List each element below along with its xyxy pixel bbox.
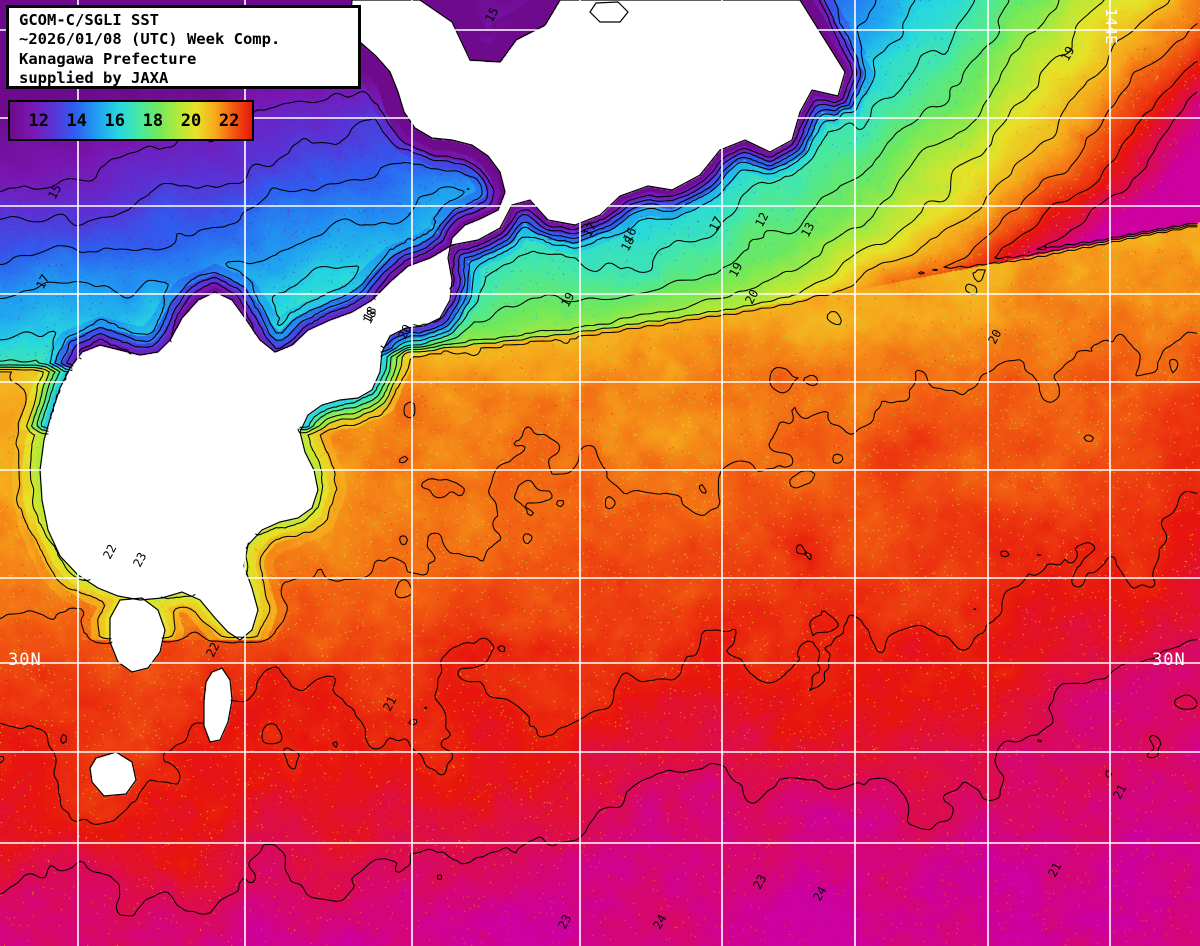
title-line-product: GCOM-C/SGLI SST — [19, 11, 159, 29]
title-line-provider: supplied by JAXA — [19, 68, 169, 87]
title-line-region: Kanagawa Prefecture — [19, 49, 197, 68]
colorbar-tick-12: 12 — [28, 110, 49, 131]
latitude-label-1: 30N — [1152, 650, 1186, 670]
colorbar-tick-20: 20 — [180, 110, 202, 131]
colorbar-tick-group: 12 14 16 18 20 22 — [10, 102, 252, 139]
colorbar-tick-22: 22 — [218, 110, 240, 131]
sst-colorbar: 12 14 16 18 20 22 — [8, 100, 254, 141]
colorbar-tick-14: 14 — [66, 110, 87, 131]
latitude-label-0: 30N — [8, 650, 42, 670]
longitude-label-0: 144E — [1102, 8, 1120, 45]
colorbar-tick-18: 18 — [142, 110, 164, 131]
title-annotation-box: GCOM-C/SGLI SST ~2026/01/08 (UTC) Week C… — [6, 5, 361, 89]
colorbar-tick-16: 16 — [104, 110, 126, 131]
title-line-date: ~2026/01/08 (UTC) Week Comp. — [19, 30, 281, 49]
